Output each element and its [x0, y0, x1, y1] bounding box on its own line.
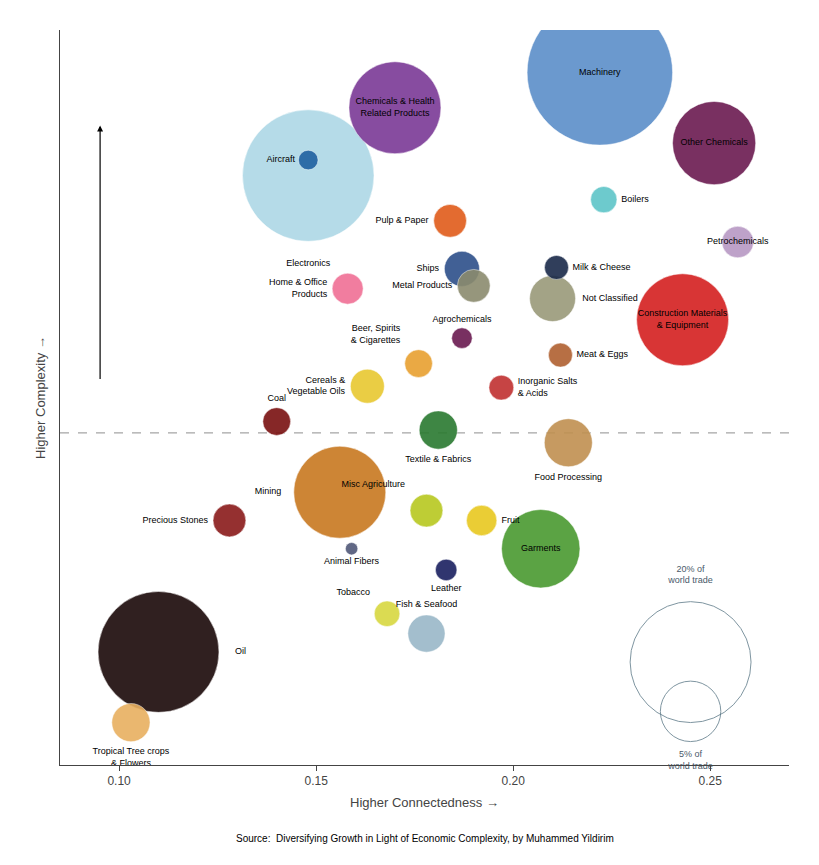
svg-text:Inorganic Salts& Acids: Inorganic Salts& Acids [518, 376, 578, 398]
svg-text:Construction Materials& Equipm: Construction Materials& Equipment [638, 308, 728, 330]
svg-text:Source: Diversifying Growth i: Source: Diversifying Growth in Light of … [236, 833, 614, 844]
svg-text:Animal Fibers: Animal Fibers [324, 556, 380, 566]
svg-text:Food Processing: Food Processing [535, 473, 603, 483]
svg-text:Fruit: Fruit [502, 515, 520, 525]
svg-text:Tobacco: Tobacco [337, 587, 371, 597]
svg-text:5% ofworld trade: 5% ofworld trade [667, 749, 713, 771]
svg-text:Petrochemicals: Petrochemicals [707, 236, 769, 246]
svg-text:Higher Complexity →: Higher Complexity → [33, 336, 48, 459]
svg-text:Chemicals & HealthRelated Prod: Chemicals & HealthRelated Products [355, 96, 434, 118]
svg-text:Coal: Coal [267, 393, 286, 403]
svg-text:Misc Agriculture: Misc Agriculture [341, 479, 405, 489]
svg-text:Pulp & Paper: Pulp & Paper [376, 215, 429, 225]
svg-text:Meat & Eggs: Meat & Eggs [576, 349, 628, 359]
svg-text:Electronics: Electronics [286, 258, 331, 268]
svg-text:0.10: 0.10 [107, 774, 131, 788]
svg-text:Other Chemicals: Other Chemicals [681, 137, 749, 147]
svg-text:Aircraft: Aircraft [266, 154, 295, 164]
svg-text:Agrochemicals: Agrochemicals [432, 314, 492, 324]
svg-text:Machinery: Machinery [579, 67, 621, 77]
svg-text:Fish & Seafood: Fish & Seafood [396, 599, 458, 609]
svg-text:Mining: Mining [255, 486, 282, 496]
svg-text:Oil: Oil [235, 646, 246, 656]
svg-text:Precious Stones: Precious Stones [142, 515, 208, 525]
svg-text:0.25: 0.25 [699, 774, 723, 788]
svg-text:Cereals &Vegetable Oils: Cereals &Vegetable Oils [287, 375, 346, 397]
svg-text:Tropical Tree crops& Flowers: Tropical Tree crops& Flowers [93, 746, 170, 768]
svg-text:Ships: Ships [416, 263, 439, 273]
svg-text:Not Classified: Not Classified [582, 293, 638, 303]
svg-text:0.20: 0.20 [501, 774, 525, 788]
svg-text:Leather: Leather [431, 583, 462, 593]
svg-text:Textile & Fabrics: Textile & Fabrics [405, 454, 472, 464]
svg-text:Higher Connectedness →: Higher Connectedness → [350, 795, 499, 810]
svg-text:Beer, Spirits& Cigarettes: Beer, Spirits& Cigarettes [351, 323, 401, 345]
svg-text:Garments: Garments [521, 543, 561, 553]
svg-text:Metal Products: Metal Products [392, 280, 453, 290]
svg-text:20% ofworld trade: 20% ofworld trade [667, 564, 713, 586]
svg-text:Boilers: Boilers [621, 194, 649, 204]
svg-text:Home & OfficeProducts: Home & OfficeProducts [269, 277, 328, 299]
svg-text:Milk & Cheese: Milk & Cheese [573, 262, 631, 272]
svg-text:0.15: 0.15 [304, 774, 328, 788]
